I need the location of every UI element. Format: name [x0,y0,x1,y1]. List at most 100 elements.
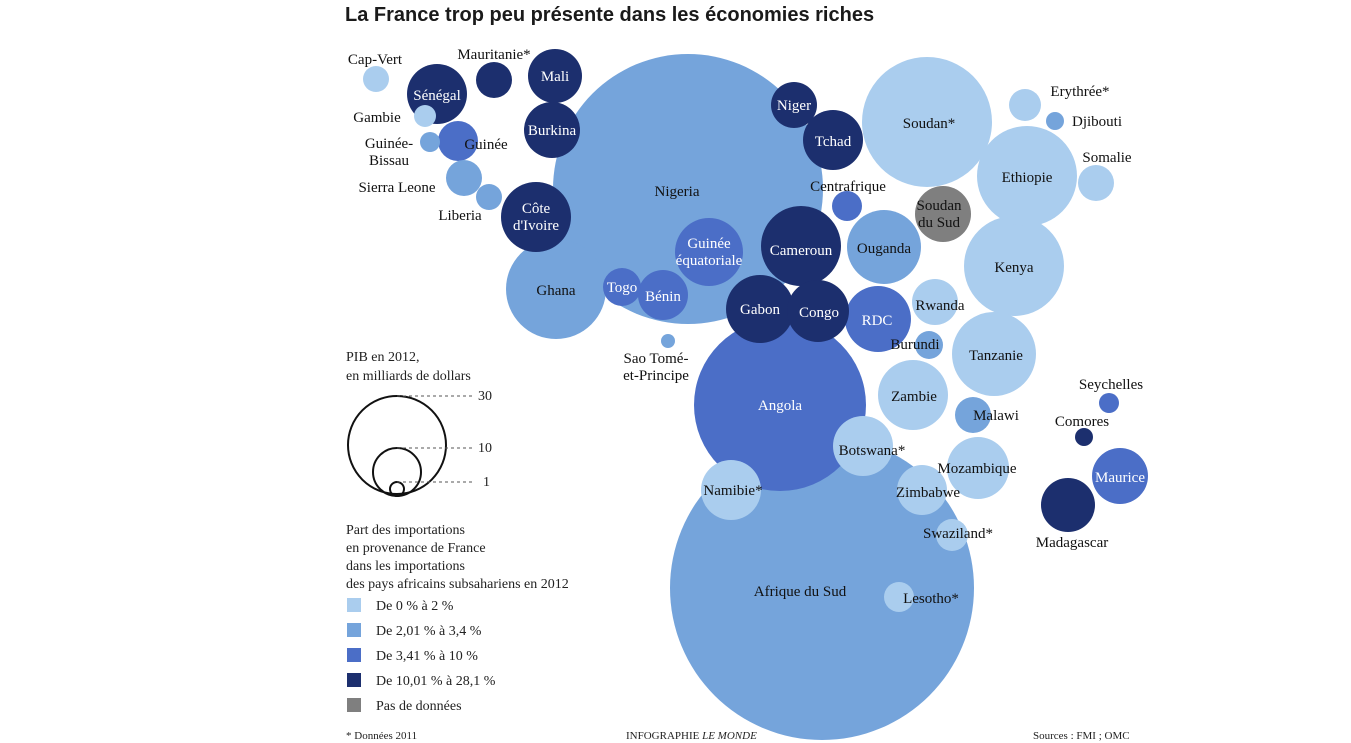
bubble-soudan-du-sud [915,186,971,242]
label-soudan-du-sud: Soudan du Sud [917,198,963,231]
bubble-cameroun [761,206,841,286]
label-ouganda: Ouganda [857,241,911,257]
bubble-rwanda [912,279,958,325]
bubble-guinee-bissau [420,132,440,152]
footer-note: * Données 2011 [346,730,417,742]
bubble-malawi [955,397,991,433]
color-legend-title-line4: des pays africains subsahariens en 2012 [346,577,569,592]
label-seychelles: Seychelles [1079,377,1143,393]
bubble-group [363,49,1148,740]
label-madagascar: Madagascar [1036,535,1108,551]
label-liberia: Liberia [438,208,482,224]
footer-sources: Sources : FMI ; OMC [1033,730,1130,742]
label-cameroun: Cameroun [770,243,833,259]
bubble-ethiopie [977,126,1077,226]
bubble-cote-divoire [501,182,571,252]
legend-swatch-2 [347,648,361,662]
bubble-namibie [701,460,761,520]
bubble-benin [638,270,688,320]
bubble-somalie [1078,165,1114,201]
label-cote-divoire: Côte d'Ivoire [513,201,559,234]
label-senegal: Sénégal [413,88,460,104]
bubble-cap-vert [363,66,389,92]
label-soudan: Soudan* [903,116,956,132]
bubble-tanzanie [952,312,1036,396]
bubble-angola [694,319,866,491]
bubble-gambie [414,105,436,127]
label-cap-vert: Cap-Vert [348,52,403,68]
chart-title: La France trop peu présente dans les éco… [345,4,874,26]
bubble-ghana [506,239,606,339]
bubble-gabon [726,275,794,343]
size-legend-title-line1: PIB en 2012, [346,350,420,365]
bubble-mozambique [947,437,1009,499]
bubble-botswana [833,416,893,476]
label-somalie: Somalie [1082,150,1132,166]
bubble-zimbabwe [897,465,947,515]
bubble-burundi [915,331,943,359]
size-legend: PIB en 2012, en milliards de dollars 30 … [346,350,492,497]
label-kenya: Kenya [994,260,1033,276]
bubble-liberia [476,184,502,210]
bubble-sao-tome [661,334,675,348]
legend-label-1: De 2,01 % à 3,4 % [376,624,482,639]
bubble-congo [787,280,849,342]
legend-swatch-3 [347,673,361,687]
bubble-madagascar [1041,478,1095,532]
size-legend-value-10: 10 [478,441,492,456]
legend-swatch-1 [347,623,361,637]
bubble-centrafrique [832,191,862,221]
label-guinee-equatoriale: Guinée équatoriale [676,236,743,269]
label-gabon: Gabon [740,302,780,318]
label-djibouti: Djibouti [1072,114,1122,130]
label-centrafrique: Centrafrique [810,179,886,195]
legend-label-3: De 10,01 % à 28,1 % [376,674,496,689]
label-comores: Comores [1055,414,1109,430]
legend-label-4: Pas de données [376,699,462,714]
label-afrique-du-sud: Afrique du Sud [754,584,847,600]
color-legend-title-line2: en provenance de France [346,541,486,556]
footer-credit-brand: LE MONDE [701,730,757,742]
bubble-zambie [878,360,948,430]
bubble-guinee [438,121,478,161]
size-legend-title-line2: en milliards de dollars [346,369,471,384]
bubble-tchad [803,110,863,170]
label-gambie: Gambie [353,110,401,126]
footer-credit-prefix: INFOGRAPHIE [626,730,702,742]
bubble-ouganda [847,210,921,284]
label-erythree: Erythrée* [1050,84,1109,100]
label-malawi: Malawi [973,408,1019,424]
footer-credit: INFOGRAPHIE LE MONDE [626,730,757,742]
label-rwanda: Rwanda [915,298,964,314]
label-burundi: Burundi [890,337,939,353]
label-sao-tome: Sao Tomé-et-Principe [623,351,689,384]
label-togo: Togo [607,280,638,296]
label-zambie: Zambie [891,389,937,405]
bubble-mali [528,49,582,103]
label-mozambique: Mozambique [937,461,1016,477]
bubble-djibouti [1046,112,1064,130]
legend-swatch-0 [347,598,361,612]
label-group: Afrique du Sud Nigeria Angola Soudan* Ghana K… [348,47,1145,607]
legend-label-2: De 3,41 % à 10 % [376,649,478,664]
label-niger: Niger [777,98,811,114]
bubble-togo [603,268,641,306]
label-zimbabwe: Zimbabwe [896,485,960,501]
label-maurice: Maurice [1095,470,1145,486]
bubble-soudan [862,57,992,187]
label-guinee: Guinée [464,137,508,153]
bubble-sierra-leone [446,160,482,196]
bubble-maurice [1092,448,1148,504]
color-legend-title-line3: dans les importations [346,559,465,574]
legend-swatch-4 [347,698,361,712]
label-lesotho: Lesotho* [903,591,959,607]
label-angola: Angola [758,398,803,414]
bubble-swaziland [936,519,968,551]
bubble-seychelles [1099,393,1119,413]
label-burkina: Burkina [528,123,577,139]
label-mali: Mali [541,69,569,85]
bubble-guinee-equatoriale [675,218,743,286]
bubble-rdc [845,286,911,352]
